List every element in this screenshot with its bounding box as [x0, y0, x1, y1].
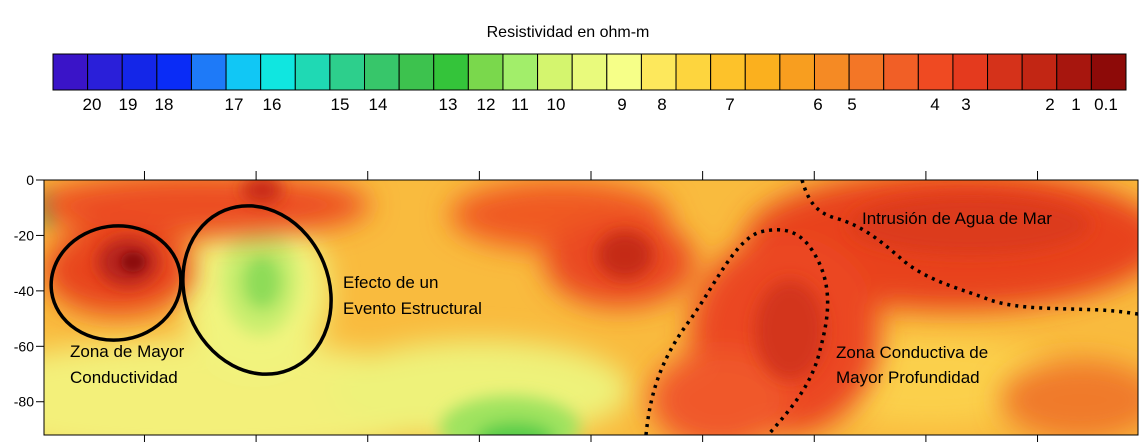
field-zone-peak-conductivity — [121, 252, 145, 272]
colorbar-swatch — [917, 53, 954, 91]
colorbar-tick-label: 8 — [657, 95, 666, 114]
colorbar-swatch — [779, 53, 815, 91]
colorbar-tick-label: 1 — [1071, 95, 1080, 114]
svg-text:Intrusión de Agua de Mar: Intrusión de Agua de Mar — [862, 209, 1052, 228]
colorbar-title: Resistividad en ohm-m — [487, 24, 650, 41]
boundary-zona-conductiva — [644, 228, 830, 437]
colorbar-swatch — [329, 53, 366, 91]
y-tick-label: -20 — [14, 227, 34, 243]
colorbar-tick-label: 17 — [225, 95, 244, 114]
colorbar-swatch — [640, 53, 677, 91]
colorbar-swatch — [883, 53, 919, 91]
colorbar-tick-label: 11 — [511, 95, 529, 114]
x-tick-label: 400 — [803, 444, 827, 446]
field-zone-red-top-left — [44, 180, 370, 237]
ellipse-evento-estructural — [181, 204, 333, 376]
x-tick-label: 100 — [133, 444, 157, 446]
colorbar-tick-label: 2 — [1045, 95, 1054, 114]
colorbar-swatch — [225, 53, 262, 91]
x-tick-label: 350 — [691, 444, 715, 446]
colorbar-swatch — [433, 53, 469, 91]
colorbar-swatch — [52, 53, 89, 91]
colorbar-swatch — [364, 53, 400, 91]
field-zone-darkred-intrusion — [850, 195, 1090, 255]
svg-text:Evento Estructural: Evento Estructural — [343, 299, 482, 318]
colorbar-tick-label: 15 — [331, 95, 350, 114]
ellipse-mayor-conductividad — [49, 224, 183, 342]
svg-text:Conductividad: Conductividad — [70, 368, 178, 387]
svg-text:Mayor Profundidad: Mayor Profundidad — [836, 368, 980, 387]
colorbar-swatch — [710, 53, 746, 91]
colorbar-swatch — [502, 53, 539, 91]
colorbar-tick-label: 14 — [369, 95, 388, 114]
colorbar-swatch — [294, 53, 331, 91]
y-tick-label: 0 — [26, 172, 34, 188]
colorbar-tick-label: 6 — [813, 95, 822, 114]
annotation-zona-conductiva: Zona Conductiva de Mayor Profundidad — [836, 343, 988, 387]
field-zone-green-bottom — [440, 396, 580, 435]
colorbar-swatch — [156, 53, 192, 91]
colorbar-tick-label: 5 — [847, 95, 856, 114]
colorbar-swatch — [675, 53, 712, 91]
colorbar-swatch — [537, 53, 573, 91]
colorbar-swatch — [1056, 53, 1092, 91]
colorbar-swatch — [87, 53, 123, 91]
x-tick-label: 150 — [244, 444, 268, 446]
svg-text:Zona Conductiva de: Zona Conductiva de — [836, 343, 988, 362]
x-tick-label: 200 — [356, 444, 380, 446]
colorbar-swatch — [1090, 53, 1127, 91]
field-zone-darkred-deep — [755, 280, 825, 380]
colorbar-swatch — [190, 53, 227, 91]
x-tick-label: 300 — [579, 444, 603, 446]
field-zone-red-right-bottom — [1000, 360, 1138, 435]
field-zone-green-structural-core — [242, 254, 282, 310]
field-zone-darkred-top — [242, 180, 282, 204]
colorbar-swatch — [987, 53, 1023, 91]
colorbar-tick-label: 13 — [439, 95, 458, 114]
colorbar-tick-label: 19 — [119, 95, 138, 114]
x-axis: 100 150 200 250 300 350 400 450 500 — [133, 171, 1050, 446]
annotation-mayor-conductividad: Zona de Mayor Conductividad — [70, 342, 185, 387]
colorbar-swatch — [813, 53, 850, 91]
colorbar-swatch — [467, 53, 504, 91]
field-zone-green-bottom-core — [476, 422, 554, 435]
colorbar-swatch — [398, 53, 435, 91]
field-zone-darkred-center — [597, 231, 653, 279]
colorbar — [52, 53, 1127, 91]
colorbar-tick-label: 16 — [263, 95, 282, 114]
colorbar-swatch — [744, 53, 781, 91]
svg-text:Zona de Mayor: Zona de Mayor — [70, 342, 185, 361]
y-axis: 0 -20 -40 -60 -80 — [14, 172, 44, 410]
svg-text:Efecto de un: Efecto de un — [343, 273, 438, 292]
colorbar-swatch — [606, 53, 642, 91]
resistivity-contour-field — [44, 180, 1138, 435]
colorbar-tick-label: 20 — [83, 95, 102, 114]
colorbar-swatch — [1021, 53, 1058, 91]
annotation-evento-estructural: Efecto de un Evento Estructural — [343, 273, 482, 318]
colorbar-swatch — [121, 53, 158, 91]
colorbar-tick-label: 4 — [930, 95, 939, 114]
colorbar-swatch — [571, 53, 608, 91]
colorbar-tick-label: 18 — [155, 95, 174, 114]
colorbar-tick-label: 7 — [725, 95, 734, 114]
colorbar-tick-label: 3 — [961, 95, 970, 114]
colorbar-swatch — [260, 53, 296, 91]
colorbar-tick-label: 0.1 — [1094, 95, 1118, 114]
y-tick-label: -40 — [14, 283, 34, 299]
colorbar-tick-label: 10 — [547, 95, 566, 114]
x-tick-label: 500 — [1026, 444, 1050, 446]
y-tick-label: -60 — [14, 338, 34, 354]
colorbar-tick-label: 12 — [477, 95, 496, 114]
x-tick-label: 250 — [468, 444, 492, 446]
colorbar-swatch — [952, 53, 989, 91]
colorbar-tick-label: 9 — [617, 95, 626, 114]
colorbar-swatch — [848, 53, 885, 91]
x-tick-label: 450 — [914, 444, 938, 446]
colorbar-tick-labels: 20 19 18 17 16 15 14 13 12 11 10 9 8 7 6 5 4 3 2 1 0.1 — [83, 95, 1118, 114]
annotation-intrusion: Intrusión de Agua de Mar — [862, 209, 1052, 228]
field-zone-red-deep-2 — [650, 350, 790, 435]
y-tick-label: -80 — [14, 394, 34, 410]
